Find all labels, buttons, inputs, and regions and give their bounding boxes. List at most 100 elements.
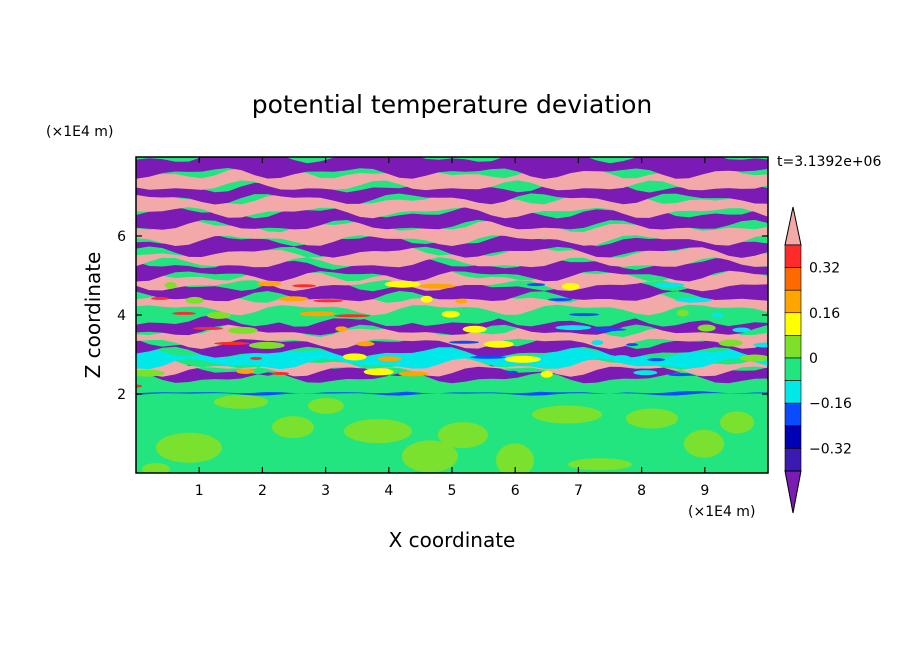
colorbar-tick-label: −0.16 xyxy=(809,396,852,412)
x-unit-label: (×1E4 m) xyxy=(688,504,755,520)
colorbar-tick-label: 0.32 xyxy=(809,261,840,277)
field-streak xyxy=(540,370,553,378)
contour-field xyxy=(136,157,768,473)
field-layer xyxy=(136,390,768,396)
field-streak xyxy=(527,283,546,287)
y-tick-label: 2 xyxy=(117,387,126,403)
field-streak xyxy=(313,299,344,303)
field-patch xyxy=(344,419,412,444)
field-streak xyxy=(136,384,142,388)
field-streak xyxy=(612,355,631,361)
field-streak xyxy=(292,284,317,288)
field-patch xyxy=(684,429,724,458)
field-streak xyxy=(151,296,170,300)
field-streak xyxy=(668,373,693,377)
field-streak xyxy=(334,314,371,318)
x-tick-label: 6 xyxy=(511,483,520,499)
field-streak xyxy=(555,325,592,331)
field-patch xyxy=(626,408,678,429)
field-streak xyxy=(449,340,480,344)
field-streak xyxy=(462,325,487,333)
colorbar-tick-label: −0.32 xyxy=(809,441,852,457)
field-patch xyxy=(438,422,488,449)
field-streak xyxy=(193,326,224,330)
field-streak xyxy=(455,298,468,304)
field-streak xyxy=(441,310,460,318)
colorbar-bin xyxy=(784,425,802,449)
field-patch xyxy=(568,458,632,471)
x-tick-label: 7 xyxy=(574,483,583,499)
field-streak xyxy=(676,309,689,317)
field-streak xyxy=(377,356,402,362)
field-streak xyxy=(142,357,173,363)
field-patch xyxy=(720,411,754,434)
field-layer xyxy=(136,206,768,230)
x-tick-label: 1 xyxy=(195,483,204,499)
field-streak xyxy=(590,328,627,332)
field-patch xyxy=(142,463,170,473)
field-streak xyxy=(732,327,751,333)
y-tick-label: 4 xyxy=(117,308,126,324)
field-streak xyxy=(172,311,197,315)
field-streak xyxy=(483,340,514,348)
field-streak xyxy=(626,343,639,347)
field-layer xyxy=(136,220,768,246)
field-streak xyxy=(419,283,456,289)
colorbar-bin xyxy=(784,312,802,336)
field-layer xyxy=(136,376,768,394)
field-streak xyxy=(299,311,336,317)
field-streak xyxy=(753,342,768,348)
field-streak xyxy=(164,281,177,289)
field-streak xyxy=(548,298,573,302)
field-streak xyxy=(257,281,282,287)
field-layer xyxy=(136,157,768,179)
field-streak xyxy=(633,370,658,376)
field-patch xyxy=(156,432,222,463)
field-streak xyxy=(647,358,666,362)
field-streak xyxy=(185,296,204,304)
field-patch xyxy=(496,443,534,473)
colorbar: 0.32 0.16 0 −0.16 −0.32 xyxy=(784,206,852,514)
field-streak xyxy=(420,295,433,303)
x-axis: 1 2 3 4 5 6 7 8 9 xyxy=(195,157,709,499)
field-streak xyxy=(398,371,429,377)
field-streak xyxy=(214,341,251,345)
field-streak xyxy=(236,368,255,374)
field-patch xyxy=(402,440,458,473)
field-streak xyxy=(711,312,724,318)
field-streak xyxy=(561,283,580,291)
x-tick-label: 5 xyxy=(448,483,457,499)
field-streak xyxy=(506,370,519,374)
colorbar-bin xyxy=(784,448,802,472)
field-streak xyxy=(271,371,290,375)
x-tick-label: 3 xyxy=(321,483,330,499)
field-streak xyxy=(504,355,541,363)
field-streak xyxy=(675,297,712,303)
x-tick-label: 8 xyxy=(637,483,646,499)
colorbar-extend-bottom xyxy=(784,470,802,514)
y-axis: 2 4 6 xyxy=(117,229,768,403)
colorbar-bin xyxy=(784,267,802,291)
field-patch xyxy=(308,397,344,414)
field-streak xyxy=(248,341,285,349)
field-streak xyxy=(697,324,716,332)
colorbar-bin xyxy=(784,380,802,404)
colorbar-bin xyxy=(784,402,802,427)
field-streak xyxy=(363,368,394,376)
field-streak xyxy=(569,313,600,317)
y-unit-label: (×1E4 m) xyxy=(46,124,113,140)
field-streak xyxy=(718,339,743,347)
y-axis-label: Z coordinate xyxy=(81,252,105,379)
colorbar-extend-top xyxy=(784,206,802,246)
time-label: t=3.1392e+06 xyxy=(777,154,881,170)
x-axis-label: X coordinate xyxy=(389,528,516,552)
field-streak xyxy=(384,280,421,288)
field-streak xyxy=(206,311,231,319)
chart-title: potential temperature deviation xyxy=(252,90,652,119)
x-tick-label: 4 xyxy=(384,483,393,499)
field-streak xyxy=(739,354,768,362)
field-layer xyxy=(136,234,768,258)
field-streak xyxy=(470,355,507,359)
colorbar-bin xyxy=(784,289,802,314)
